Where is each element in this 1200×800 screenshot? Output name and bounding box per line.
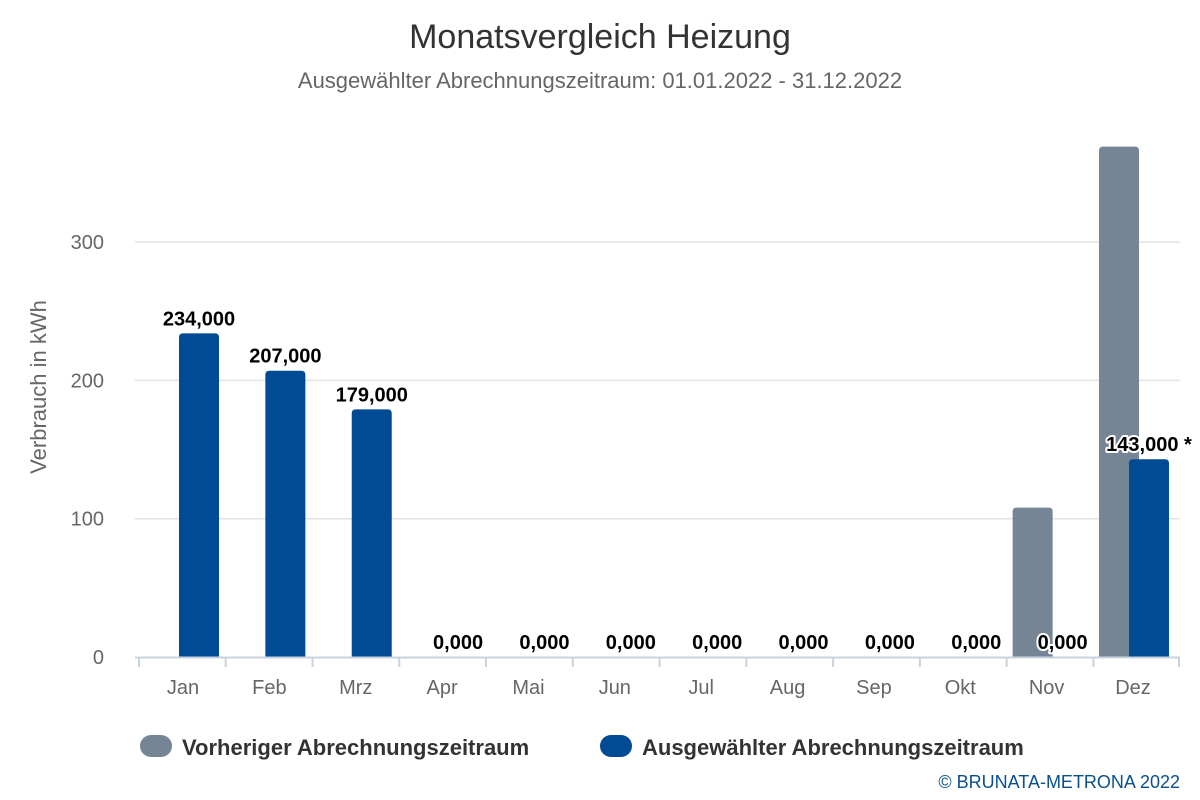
data-label: 0,000 bbox=[779, 632, 829, 654]
legend-item-selected[interactable]: Ausgewählter Abrechnungszeitraum bbox=[600, 735, 1024, 760]
y-tick-label: 0 bbox=[93, 647, 104, 669]
data-label: 0,000 bbox=[692, 632, 742, 654]
data-label: 0,000 bbox=[1038, 632, 1088, 654]
legend-item-previous[interactable]: Vorheriger Abrechnungszeitraum bbox=[140, 735, 529, 760]
x-tick-label: Jul bbox=[688, 677, 714, 699]
y-axis-ticks: 0 100 200 300 bbox=[71, 232, 104, 669]
x-tick-label: Aug bbox=[770, 677, 806, 699]
bars bbox=[179, 146, 1169, 657]
x-tick-label: Nov bbox=[1029, 677, 1065, 699]
data-label: 179,000 bbox=[336, 384, 408, 406]
grid bbox=[135, 241, 1180, 520]
x-tick-label: Apr bbox=[427, 677, 458, 699]
y-axis-title: Verbrauch in kWh bbox=[26, 300, 51, 474]
x-tick-label: Mrz bbox=[339, 677, 372, 699]
y-tick-label: 100 bbox=[71, 509, 104, 531]
x-tick-label: Sep bbox=[856, 677, 892, 699]
y-tick-label: 300 bbox=[71, 232, 104, 254]
x-tick-label: Feb bbox=[252, 677, 286, 699]
x-tick-label: Jun bbox=[599, 677, 631, 699]
bar-selected-jan[interactable] bbox=[179, 333, 219, 657]
x-tick-label: Jan bbox=[167, 677, 199, 699]
data-label: 0,000 bbox=[951, 632, 1001, 654]
chart-title: Monatsvergleich Heizung bbox=[409, 18, 791, 56]
legend: Vorheriger Abrechnungszeitraum Ausgewählt… bbox=[140, 735, 1024, 760]
legend-label: Ausgewählter Abrechnungszeitraum bbox=[642, 735, 1024, 760]
data-labels: 234,000 207,000 179,000 0,000 0,000 0,000 0,00… bbox=[161, 306, 1194, 656]
bar-selected-mrz[interactable] bbox=[351, 409, 392, 657]
legend-swatch bbox=[140, 735, 172, 757]
data-label: 0,000 bbox=[433, 632, 483, 654]
x-axis: Jan Feb Mrz Apr Mai Jun Jul Aug Sep Okt Nov Dez bbox=[135, 656, 1180, 699]
x-tick-label: Okt bbox=[945, 677, 977, 699]
data-label: 0,000 bbox=[606, 632, 656, 654]
bar-previous-nov[interactable] bbox=[1012, 507, 1053, 657]
data-label: 207,000 bbox=[249, 346, 321, 368]
data-label: 143,000 * bbox=[1106, 434, 1192, 456]
y-tick-label: 200 bbox=[71, 370, 104, 392]
bar-selected-feb[interactable] bbox=[265, 370, 306, 657]
x-tick-label: Mai bbox=[512, 677, 544, 699]
legend-label: Vorheriger Abrechnungszeitraum bbox=[182, 735, 529, 760]
chart-subtitle: Ausgewählter Abrechnungszeitraum: 01.01.… bbox=[298, 68, 902, 93]
data-label: 0,000 bbox=[865, 632, 915, 654]
credit: © BRUNATA-METRONA 2022 bbox=[938, 772, 1180, 792]
data-label: 0,000 bbox=[519, 632, 569, 654]
legend-swatch bbox=[600, 735, 632, 757]
x-tick-label: Dez bbox=[1115, 677, 1151, 699]
data-label: 234,000 bbox=[163, 308, 235, 330]
bar-selected-dez[interactable] bbox=[1129, 459, 1169, 657]
